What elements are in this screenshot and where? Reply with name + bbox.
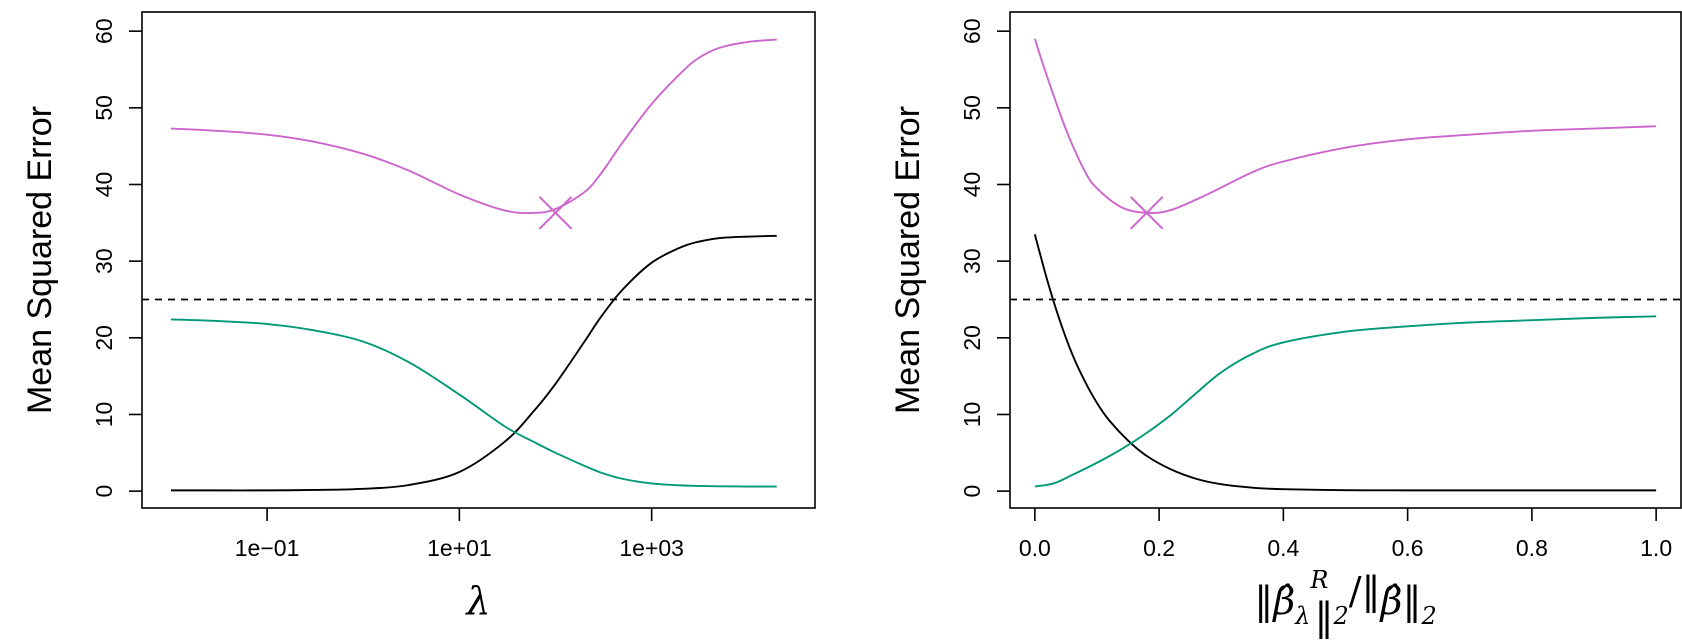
- y-axis-label: Mean Squared Error: [21, 106, 59, 414]
- x-tick-label: 0.6: [1392, 535, 1424, 561]
- series-line-2: [1034, 315, 1657, 488]
- x-tick-label: 0.4: [1267, 535, 1299, 561]
- y-tick-label: 30: [959, 248, 985, 274]
- x-tick-label: 0.8: [1516, 535, 1548, 561]
- plot-frame: [141, 11, 816, 509]
- y-axis-label: Mean Squared Error: [889, 106, 927, 414]
- series-line-1: [170, 234, 777, 492]
- y-tick-label: 50: [959, 95, 985, 121]
- x-tick-label: 1e+01: [427, 535, 492, 561]
- x-axis-label: λ: [464, 579, 490, 623]
- y-tick-label: 40: [91, 172, 117, 198]
- minimum-marker: [1129, 196, 1164, 230]
- y-tick-label: 50: [91, 95, 117, 121]
- x-tick-label: 0.0: [1019, 535, 1051, 561]
- x-tick-label: 0.2: [1143, 535, 1175, 561]
- y-tick-label: 40: [959, 172, 985, 198]
- y-tick-label: 20: [959, 325, 985, 351]
- x-tick-label: 1e−01: [235, 535, 300, 561]
- y-tick-label: 10: [91, 402, 117, 428]
- x-axis-label: ‖β̂λR ‖2/‖β̂‖2: [1254, 566, 1437, 639]
- series-line-0: [170, 38, 777, 214]
- y-tick-label: 20: [91, 325, 117, 351]
- minimum-marker: [538, 196, 573, 230]
- series-line-0: [1033, 38, 1657, 214]
- y-tick-label: 30: [91, 248, 117, 274]
- y-tick-label: 0: [91, 485, 117, 498]
- plot-frame: [1009, 11, 1682, 509]
- y-tick-label: 60: [959, 18, 985, 44]
- series-line-1: [1033, 234, 1657, 492]
- series-line-2: [170, 318, 777, 488]
- right-chart-panel: 0 10 20 30 40 50 60 0.0 0.2 0.4 0.6 0.8 1.0 Mean Squa…: [889, 11, 1682, 639]
- y-tick-label: 0: [959, 485, 985, 498]
- x-tick-label: 1e+03: [619, 535, 684, 561]
- x-tick-label: 1.0: [1640, 535, 1672, 561]
- y-tick-label: 10: [959, 402, 985, 428]
- left-chart-panel: 0 10 20 30 40 50 60 1e−01 1e+01 1e+03 Mean Squared…: [21, 11, 816, 623]
- y-tick-label: 60: [91, 18, 117, 44]
